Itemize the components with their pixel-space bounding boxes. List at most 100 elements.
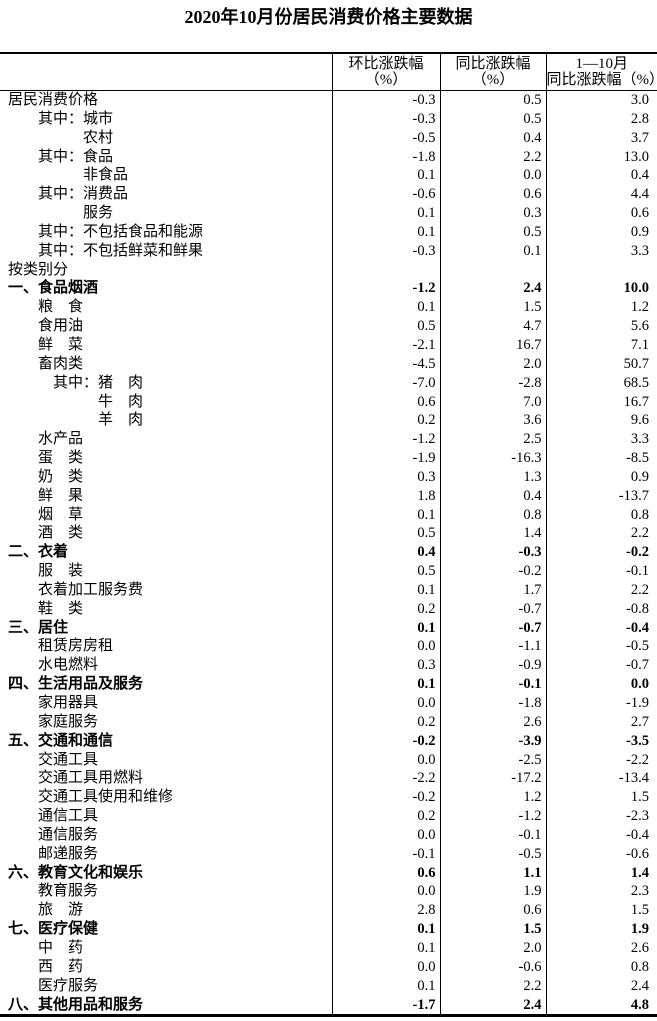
yoy-value: 0.6 (439, 901, 546, 921)
mom-value: 0.0 (331, 750, 440, 770)
ytd-value: -0.4 (545, 825, 657, 845)
row-label: 烟 草 (8, 506, 84, 523)
row-label: 鲜 菜 (8, 336, 84, 353)
mom-value: 0.1 (331, 204, 440, 223)
yoy-value: -0.9 (439, 656, 546, 676)
ytd-value: 4.4 (545, 185, 657, 205)
row-label: 四、生活用品及服务 (8, 676, 144, 693)
yoy-value: 0.6 (439, 185, 546, 205)
yoy-value: 1.9 (439, 882, 546, 902)
table-row: 通信服务 0.0 -0.1 -0.4 (0, 825, 657, 845)
yoy-value: 2.5 (439, 430, 546, 450)
mom-value: -0.3 (331, 90, 440, 110)
table-row: 二、衣着 0.4 -0.3 -0.2 (0, 543, 657, 563)
yoy-value: 1.7 (439, 580, 546, 600)
row-label: 医疗服务 (8, 977, 99, 994)
mom-value: 0.5 (331, 524, 440, 544)
yoy-value: -0.7 (439, 618, 546, 638)
ytd-value: 1.5 (545, 788, 657, 808)
row-label: 家用器具 (8, 695, 99, 711)
row-label: 邮递服务 (8, 845, 99, 862)
page-title: 2020年10月份居民消费价格主要数据 (184, 7, 473, 27)
ytd-value: 0.6 (545, 204, 657, 223)
mom-value: 0.1 (331, 618, 440, 638)
table-row: 交通工具 0.0 -2.5 -2.2 (0, 750, 657, 770)
table-row: 其中：猪 肉 -7.0 -2.8 68.5 (0, 373, 657, 393)
ytd-value: 0.9 (545, 222, 657, 242)
table-row: 八、其他用品和服务 -1.7 2.4 4.8 (0, 995, 657, 1016)
mom-value: 0.5 (331, 562, 440, 581)
ytd-value: -0.4 (545, 618, 657, 638)
row-label: 奶 类 (8, 468, 84, 485)
mom-value: 0.2 (331, 599, 440, 619)
row-label: 鞋 类 (8, 600, 84, 617)
ytd-value (545, 260, 657, 280)
yoy-value: 0.5 (439, 222, 546, 242)
ytd-value: -0.7 (545, 656, 657, 676)
table-row: 非食品 0.1 0.0 0.4 (0, 166, 657, 186)
row-label: 其中：食品 (8, 148, 114, 165)
row-label: 教育服务 (8, 883, 99, 900)
mom-value: 0.4 (331, 543, 440, 563)
ytd-value: -8.5 (545, 449, 657, 468)
table-body: 居民消费价格 -0.3 0.5 3.0 其中：城市 -0.3 0.5 2.8 农村 -0.5 0… (0, 90, 657, 1016)
header-category (0, 53, 332, 91)
row-label: 通信工具 (8, 808, 99, 825)
yoy-value: -0.1 (439, 825, 546, 845)
mom-value: -2.2 (331, 769, 440, 789)
row-label: 交通工具 (8, 751, 99, 768)
row-label: 其中：消费品 (8, 186, 129, 203)
mom-value: 0.0 (331, 637, 440, 657)
ytd-value: 0.0 (545, 675, 657, 694)
mom-value: -0.3 (331, 241, 440, 261)
row-label: 八、其他用品和服务 (8, 996, 144, 1013)
table-row: 粮 食 0.1 1.5 1.2 (0, 298, 657, 318)
mom-value: 0.1 (331, 505, 440, 525)
yoy-value: -0.2 (439, 562, 546, 581)
table-row: 其中：食品 -1.8 2.2 13.0 (0, 147, 657, 167)
yoy-value: 0.5 (439, 109, 546, 129)
table-row: 水产品 -1.2 2.5 3.3 (0, 430, 657, 450)
row-label: 交通工具使用和维修 (8, 789, 174, 806)
yoy-value: -0.7 (439, 599, 546, 619)
table-row: 水电燃料 0.3 -0.9 -0.7 (0, 656, 657, 676)
ytd-value: 0.8 (545, 505, 657, 525)
table-row: 其中：城市 -0.3 0.5 2.8 (0, 109, 657, 129)
yoy-value: -2.5 (439, 750, 546, 770)
yoy-value: -0.1 (439, 675, 546, 694)
row-label: 三、居住 (8, 619, 69, 636)
ytd-value: 3.0 (545, 90, 657, 110)
ytd-value: 2.7 (545, 712, 657, 732)
table-row: 服务 0.1 0.3 0.6 (0, 204, 657, 223)
ytd-value: -0.6 (545, 844, 657, 864)
ytd-value: 2.4 (545, 976, 657, 996)
yoy-value: -17.2 (439, 769, 546, 789)
table-row: 羊 肉 0.2 3.6 9.6 (0, 411, 657, 431)
ytd-value: 4.8 (545, 995, 657, 1016)
ytd-value: 2.6 (545, 938, 657, 958)
row-label: 农村 (8, 129, 114, 146)
row-label: 家庭服务 (8, 713, 99, 730)
mom-value: -0.2 (331, 731, 440, 751)
table-row: 鲜 菜 -2.1 16.7 7.1 (0, 335, 657, 355)
ytd-value: -0.2 (545, 543, 657, 563)
header-yoy-line2: （%） (471, 72, 515, 88)
table-row: 租赁房房租 0.0 -1.1 -0.5 (0, 637, 657, 657)
header-yoy-change: 同比涨跌幅 （%） (439, 53, 546, 91)
row-label: 六、教育文化和娱乐 (8, 864, 144, 881)
yoy-value: -0.5 (439, 844, 546, 864)
row-label: 五、交通和通信 (8, 732, 114, 749)
header-ytd-line1: 1—10月 (575, 56, 628, 72)
yoy-value: -1.8 (439, 694, 546, 713)
mom-value: -2.1 (331, 335, 440, 355)
mom-value: -0.5 (331, 128, 440, 148)
table-row: 邮递服务 -0.1 -0.5 -0.6 (0, 844, 657, 864)
table-row: 农村 -0.5 0.4 3.7 (0, 128, 657, 148)
yoy-value: 2.2 (439, 976, 546, 996)
ytd-value: 2.8 (545, 109, 657, 129)
mom-value: 0.3 (331, 467, 440, 487)
mom-value: -1.2 (331, 279, 440, 299)
row-label: 鲜 果 (8, 487, 84, 504)
row-label: 其中：不包括食品和能源 (8, 223, 204, 240)
yoy-value: 3.6 (439, 411, 546, 431)
